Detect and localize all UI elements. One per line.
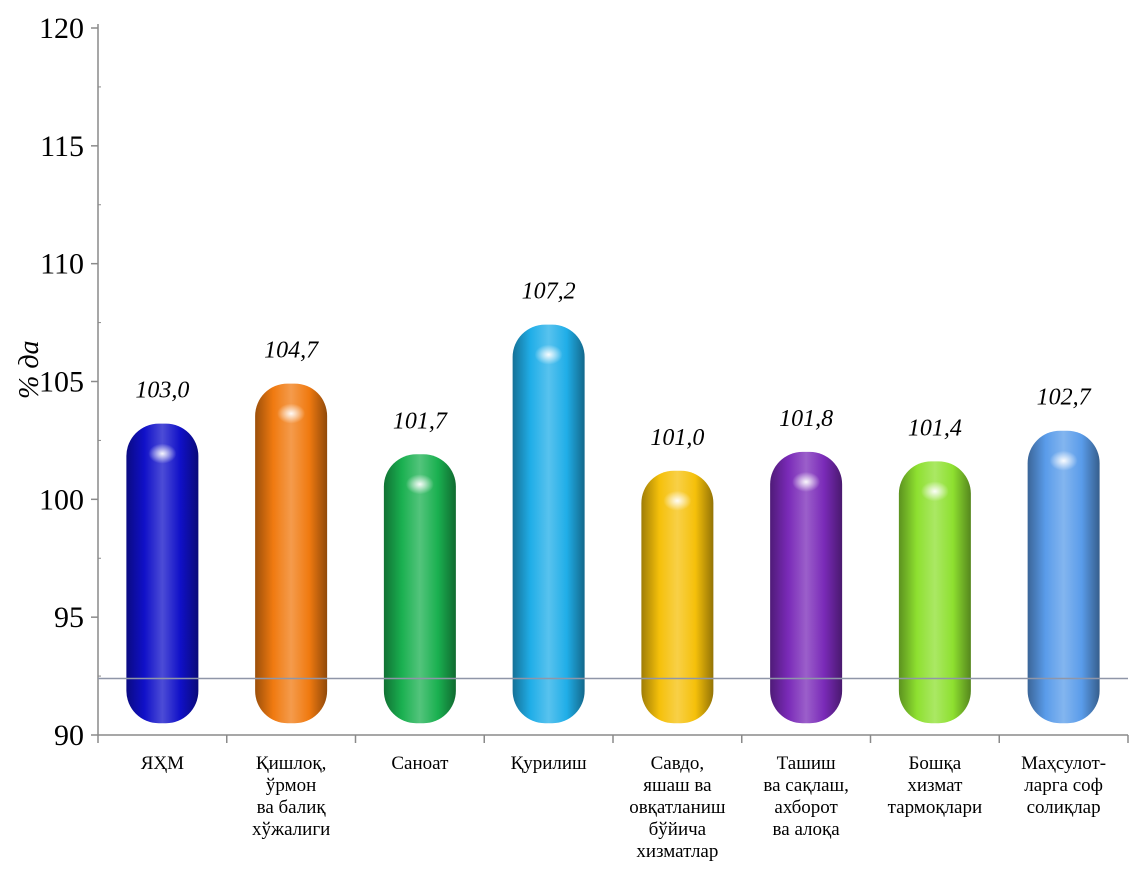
- x-tick-label: бўйича: [649, 819, 707, 840]
- bar: [126, 423, 199, 724]
- bar-highlight: [148, 443, 177, 464]
- bar: [383, 454, 456, 724]
- y-tick-label: 100: [39, 483, 84, 516]
- y-tick-label: 95: [54, 601, 84, 634]
- bar: [641, 470, 714, 724]
- bar: [1027, 430, 1100, 724]
- bar-highlight: [920, 481, 949, 502]
- bar: [898, 461, 971, 724]
- bar-highlight: [792, 471, 821, 492]
- x-tick-label: Қурилиш: [511, 753, 587, 774]
- x-tick-label: ва алоқа: [773, 819, 841, 840]
- bar: [255, 383, 328, 724]
- y-tick-label: 115: [40, 130, 84, 163]
- x-tick-label: яшаш ва: [643, 775, 712, 796]
- bar-highlight: [534, 344, 563, 365]
- x-tick-label: хўжалиги: [252, 819, 330, 840]
- x-tick-label: ўрмон: [266, 775, 316, 796]
- bars: [126, 324, 1100, 724]
- x-tick-label: ларга соф: [1024, 775, 1103, 796]
- x-tick-label: солиқлар: [1027, 797, 1101, 818]
- data-label: 103,0: [135, 378, 189, 404]
- data-label: 101,4: [908, 415, 962, 441]
- y-axis-label: % да: [14, 340, 45, 399]
- x-tick-label: ва сақлаш,: [763, 775, 849, 796]
- x-tick-label: ЯҲМ: [141, 753, 184, 774]
- data-label: 104,7: [264, 338, 319, 364]
- bar-highlight: [1049, 450, 1078, 471]
- data-label: 107,2: [522, 279, 576, 305]
- x-tick-label: Бошқа: [909, 753, 962, 774]
- bar-highlight: [405, 474, 434, 495]
- axes: 90 95 100 105 110 115 120: [39, 12, 1129, 752]
- x-tick-label: ахборот: [774, 797, 838, 818]
- x-tick-label: Савдо,: [651, 753, 705, 774]
- x-tick-label: Ташиш: [777, 753, 836, 774]
- x-tick-label: хизмат: [907, 775, 963, 796]
- x-tick-label: хизматлар: [636, 841, 718, 862]
- y-tick-label: 105: [39, 366, 84, 399]
- y-tick-label: 90: [54, 719, 84, 752]
- x-tick-label: ва балиқ: [257, 797, 327, 818]
- data-label: 101,0: [650, 425, 704, 451]
- bar: [770, 451, 843, 724]
- bar: [512, 324, 585, 724]
- bar-highlight: [277, 403, 306, 424]
- x-tick-label: Қишлоқ,: [256, 753, 326, 774]
- x-tick-label: овқатланиш: [629, 797, 726, 818]
- data-label: 102,7: [1037, 385, 1092, 411]
- data-label: 101,8: [779, 406, 833, 432]
- x-tick-label: Маҳсулот-: [1021, 753, 1106, 774]
- x-tick-label: Саноат: [391, 753, 449, 774]
- data-label: 101,7: [393, 408, 448, 434]
- bar-highlight: [663, 490, 692, 511]
- y-tick-label: 120: [39, 12, 84, 45]
- y-tick-label: 110: [40, 248, 84, 281]
- x-tick-label: тармоқлари: [888, 797, 983, 818]
